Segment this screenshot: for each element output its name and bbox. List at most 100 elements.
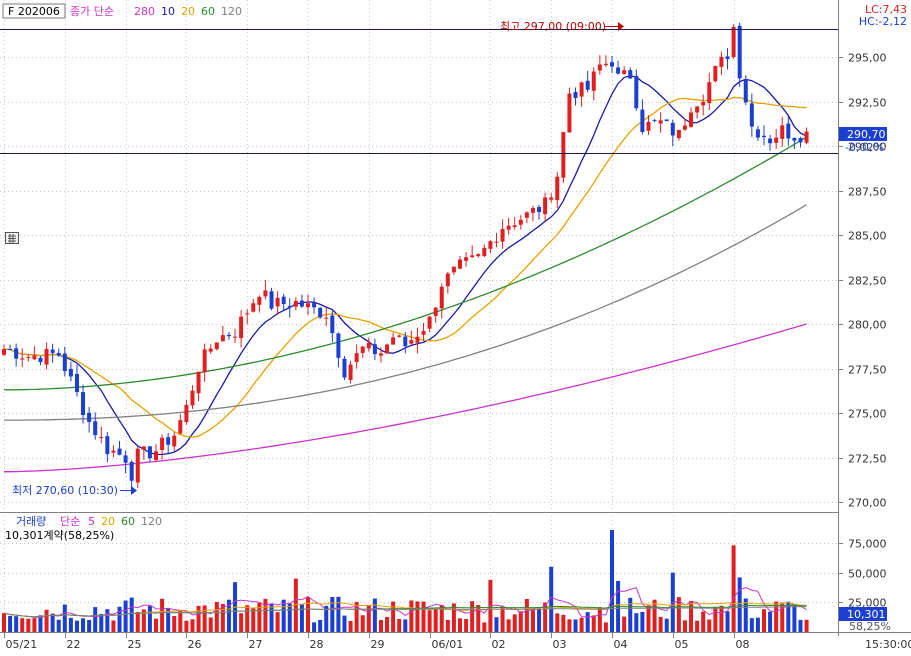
candle[interactable] (682, 118, 687, 131)
candle-body[interactable] (342, 358, 347, 378)
candle[interactable] (762, 125, 766, 146)
candle-body[interactable] (786, 123, 791, 139)
candle-body[interactable] (421, 330, 426, 335)
candle-body[interactable] (141, 446, 146, 450)
candle-body[interactable] (464, 257, 469, 261)
candle-body[interactable] (312, 303, 317, 308)
volume-bar[interactable] (178, 609, 183, 632)
volume-bar[interactable] (257, 602, 262, 632)
volume-bar[interactable] (494, 617, 499, 632)
candle-body[interactable] (306, 303, 310, 308)
candle-body[interactable] (634, 76, 639, 109)
candle[interactable] (105, 431, 110, 463)
candle-body[interactable] (391, 337, 396, 345)
volume-bar[interactable] (281, 599, 286, 632)
candle[interactable] (287, 298, 292, 318)
candle[interactable] (567, 87, 572, 133)
candle-body[interactable] (147, 446, 152, 459)
candle[interactable] (99, 426, 104, 444)
volume-bar[interactable] (348, 620, 353, 632)
volume-bar[interactable] (208, 617, 213, 632)
candle-body[interactable] (226, 334, 231, 337)
candle-body[interactable] (50, 349, 55, 354)
candle-body[interactable] (293, 300, 298, 307)
volume-bar[interactable] (743, 598, 748, 632)
candle[interactable] (403, 331, 408, 354)
candle[interactable] (385, 343, 390, 354)
candle[interactable] (366, 337, 371, 352)
candle[interactable] (190, 385, 195, 409)
volume-bar[interactable] (312, 622, 317, 632)
candle[interactable] (372, 338, 377, 361)
volume-bar[interactable] (50, 613, 55, 632)
volume-bar[interactable] (166, 608, 171, 632)
volume-bar[interactable] (172, 616, 177, 632)
candle[interactable] (524, 211, 529, 224)
volume-bar[interactable] (366, 605, 371, 632)
candle[interactable] (743, 75, 748, 106)
candle-body[interactable] (695, 106, 700, 113)
volume-bar[interactable] (196, 605, 201, 632)
candle-body[interactable] (707, 82, 712, 104)
candle-body[interactable] (719, 56, 724, 67)
candle[interactable] (202, 343, 207, 382)
candle[interactable] (178, 414, 183, 435)
candle[interactable] (220, 326, 225, 342)
candle[interactable] (172, 431, 177, 451)
candle-body[interactable] (774, 137, 779, 143)
volume-bar[interactable] (123, 600, 128, 632)
candle[interactable] (634, 69, 639, 111)
volume-bar[interactable] (74, 620, 79, 632)
candle[interactable] (324, 307, 329, 327)
volume-bar[interactable] (135, 611, 140, 632)
volume-bar[interactable] (226, 599, 231, 632)
volume-bar[interactable] (342, 615, 347, 632)
candle[interactable] (62, 346, 67, 377)
symbol-box[interactable] (2, 3, 66, 19)
candle-body[interactable] (385, 344, 390, 354)
candle[interactable] (445, 271, 450, 294)
candle-body[interactable] (32, 355, 37, 360)
candle[interactable] (451, 266, 456, 275)
volume-bar[interactable] (287, 603, 292, 632)
volume-bar[interactable] (378, 619, 383, 632)
volume-bar[interactable] (111, 620, 116, 632)
candle-body[interactable] (804, 131, 809, 143)
candle[interactable] (336, 332, 341, 368)
candle[interactable] (8, 344, 13, 351)
candle[interactable] (87, 407, 92, 433)
candle[interactable] (707, 72, 712, 111)
candle-body[interactable] (190, 390, 195, 406)
candle[interactable] (610, 56, 614, 73)
volume-bar[interactable] (421, 601, 426, 632)
candle[interactable] (68, 361, 73, 382)
volume-bar[interactable] (354, 601, 359, 632)
volume-bar[interactable] (81, 618, 86, 632)
candle[interactable] (184, 399, 189, 425)
volume-bar[interactable] (640, 611, 645, 632)
candle[interactable] (749, 93, 754, 137)
candle-body[interactable] (378, 353, 383, 356)
volume-bar[interactable] (220, 603, 225, 632)
volume-bar[interactable] (664, 618, 669, 632)
candle-body[interactable] (287, 305, 292, 308)
volume-bar[interactable] (755, 617, 760, 632)
candle[interactable] (622, 66, 627, 75)
candle[interactable] (579, 81, 584, 107)
candle[interactable] (196, 371, 201, 402)
volume-bar[interactable] (749, 618, 754, 632)
candle[interactable] (160, 434, 165, 460)
volume-bar[interactable] (518, 611, 523, 632)
candle[interactable] (166, 432, 171, 454)
candle-body[interactable] (482, 247, 487, 257)
candle-body[interactable] (123, 455, 128, 463)
candle-body[interactable] (664, 119, 669, 122)
candle[interactable] (488, 240, 493, 254)
candle-body[interactable] (616, 67, 621, 74)
candle-body[interactable] (427, 316, 432, 329)
volume-bar[interactable] (324, 605, 329, 632)
candle[interactable] (506, 217, 511, 235)
candle[interactable] (689, 107, 694, 128)
volume-bar[interactable] (585, 612, 590, 632)
candle[interactable] (658, 112, 663, 133)
